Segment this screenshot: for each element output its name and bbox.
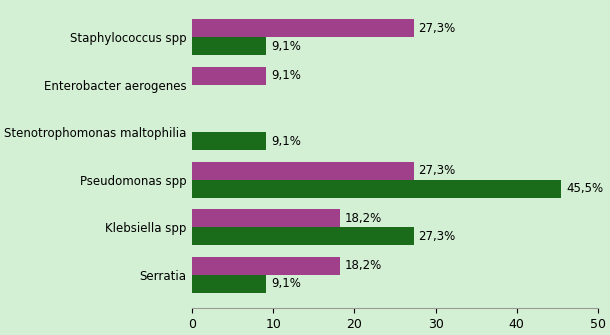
Bar	[192, 19, 414, 38]
Text: 18,2%: 18,2%	[345, 212, 382, 225]
Text: 9,1%: 9,1%	[271, 135, 301, 148]
Text: 18,2%: 18,2%	[345, 259, 382, 272]
Text: 27,3%: 27,3%	[418, 230, 456, 243]
Bar	[192, 227, 414, 246]
Text: 27,3%: 27,3%	[418, 22, 456, 35]
Bar	[192, 132, 266, 150]
Bar	[192, 38, 266, 56]
Text: 9,1%: 9,1%	[271, 277, 301, 290]
Bar	[192, 275, 266, 293]
Bar	[192, 209, 340, 227]
Text: 9,1%: 9,1%	[271, 69, 301, 82]
Bar	[192, 257, 340, 275]
Text: 45,5%: 45,5%	[566, 183, 603, 195]
Text: 9,1%: 9,1%	[271, 40, 301, 53]
Text: 27,3%: 27,3%	[418, 164, 456, 177]
Bar	[192, 180, 561, 198]
Bar	[192, 67, 266, 85]
Bar	[192, 162, 414, 180]
